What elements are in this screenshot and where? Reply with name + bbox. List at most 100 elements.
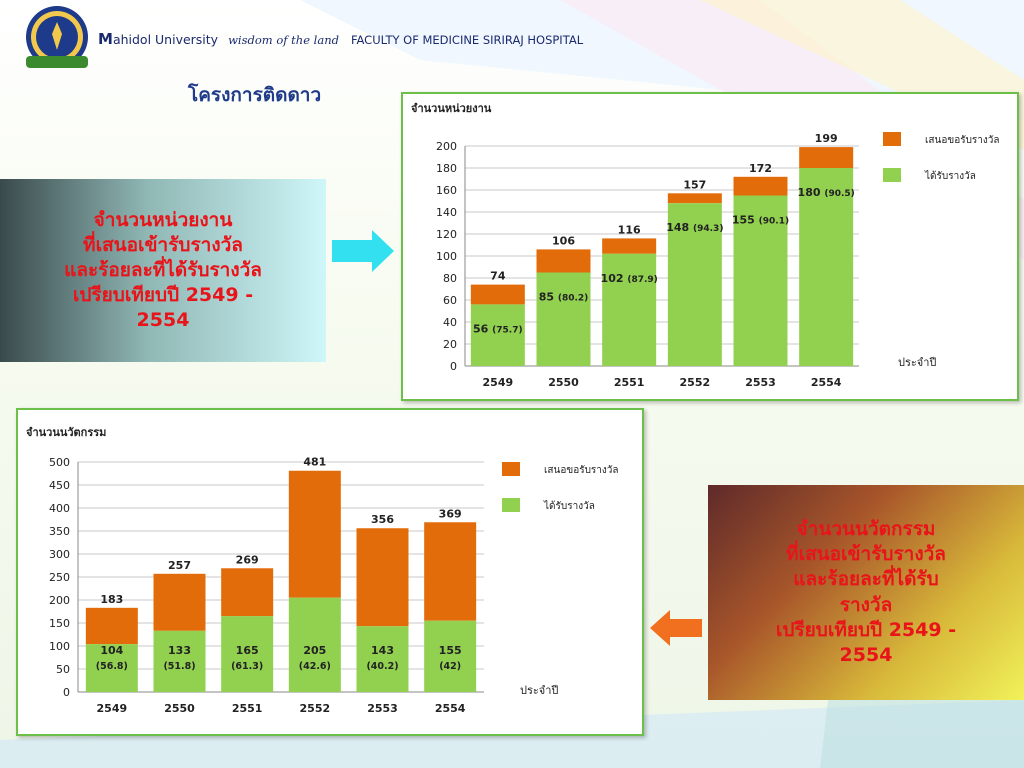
y-tick-label: 450 bbox=[49, 479, 70, 492]
bar-submitted bbox=[288, 470, 341, 598]
y-tick-label: 50 bbox=[56, 663, 70, 676]
callout-line: จำนวนหน่วยงาน bbox=[93, 208, 233, 231]
header: Mahidol University wisdom of the land FA… bbox=[20, 4, 583, 74]
x-tick-label: 2549 bbox=[483, 376, 514, 389]
x-tick-label: 2554 bbox=[811, 376, 842, 389]
bar-awarded bbox=[221, 616, 274, 692]
callout-line: ที่เสนอเข้ารับรางวัล bbox=[83, 233, 243, 256]
callout-line: และร้อยละที่ได้รับ bbox=[793, 568, 939, 591]
data-label-awarded: 155 (90.1) bbox=[732, 214, 789, 227]
callout-innovations: จำนวนนวัตกรรม ที่เสนอเข้ารับรางวัล และร้… bbox=[708, 485, 1024, 700]
legend-label-submitted: เสนอขอรับรางวัล bbox=[925, 135, 1000, 146]
data-label-awarded: 205 bbox=[303, 644, 326, 657]
x-axis-label: ประจำปี bbox=[898, 356, 936, 369]
callout-line: รางวัล bbox=[839, 593, 893, 616]
data-label-percent: (40.2) bbox=[366, 661, 398, 672]
arrow-right-icon bbox=[332, 230, 394, 272]
data-label-submitted: 172 bbox=[749, 162, 772, 175]
y-tick-label: 20 bbox=[443, 338, 457, 351]
data-label-awarded: 102 (87.9) bbox=[601, 272, 658, 285]
y-tick-label: 200 bbox=[436, 140, 457, 153]
bar-submitted bbox=[470, 284, 525, 305]
x-tick-label: 2549 bbox=[97, 702, 128, 715]
callout-line: และร้อยละที่ได้รับรางวัล bbox=[64, 258, 262, 281]
bar-submitted bbox=[799, 147, 854, 168]
data-label-awarded: 155 bbox=[439, 644, 462, 657]
x-tick-label: 2552 bbox=[300, 702, 331, 715]
university-initial: M bbox=[98, 30, 113, 48]
data-label-submitted: 106 bbox=[552, 234, 575, 247]
data-label-awarded: 148 (94.3) bbox=[666, 221, 723, 234]
data-label-awarded: 104 bbox=[100, 644, 123, 657]
bar-submitted bbox=[221, 568, 274, 617]
callout-line: 2554 bbox=[839, 643, 893, 666]
university-slogan: wisdom of the land bbox=[228, 33, 339, 47]
x-tick-label: 2550 bbox=[548, 376, 579, 389]
bar-awarded bbox=[356, 626, 409, 692]
faculty-name: FACULTY OF MEDICINE SIRIRAJ HOSPITAL bbox=[350, 33, 584, 47]
legend-swatch-submitted bbox=[883, 132, 901, 146]
arrow-left-icon bbox=[650, 610, 702, 646]
data-label-submitted: 183 bbox=[100, 593, 123, 606]
bar-awarded bbox=[470, 304, 525, 366]
data-label-submitted: 116 bbox=[618, 223, 641, 236]
data-label-awarded: 85 (80.2) bbox=[539, 291, 589, 304]
bar-awarded bbox=[424, 620, 477, 692]
data-label-submitted: 356 bbox=[371, 513, 394, 526]
data-label-awarded: 56 (75.7) bbox=[473, 322, 523, 335]
chart-innovations: จำนวนนวัตกรรม 0 50 100 150 200 250 300 350 400 450… bbox=[26, 426, 619, 715]
chart-units: จำนวนหน่วยงาน 0 20 40 60 80 100 120 140 160 180 200… bbox=[411, 102, 1000, 389]
chart-innovations-panel: จำนวนนวัตกรรม 0 50 100 150 200 250 300 350 400 450… bbox=[16, 408, 644, 736]
university-banner: Mahidol University wisdom of the land FA… bbox=[98, 30, 583, 48]
x-tick-label: 2553 bbox=[367, 702, 398, 715]
y-tick-label: 400 bbox=[49, 502, 70, 515]
y-tick-label: 160 bbox=[436, 184, 457, 197]
data-label-percent: (56.8) bbox=[96, 661, 128, 672]
x-axis-label: ประจำปี bbox=[520, 684, 558, 697]
y-tick-label: 150 bbox=[49, 617, 70, 630]
page-title: โครงการติดดาว bbox=[188, 84, 322, 106]
callout-line: ที่เสนอเข้ารับรางวัล bbox=[786, 543, 946, 566]
bar-submitted bbox=[667, 193, 722, 204]
callout-line: จำนวนนวัตกรรม bbox=[796, 518, 936, 541]
bar-awarded bbox=[85, 644, 138, 692]
data-label-submitted: 369 bbox=[439, 507, 462, 520]
bar-awarded bbox=[536, 272, 591, 366]
bar-submitted bbox=[536, 249, 591, 273]
data-label-awarded: 143 bbox=[371, 644, 394, 657]
y-tick-label: 140 bbox=[436, 206, 457, 219]
legend-label-submitted: เสนอขอรับรางวัล bbox=[544, 465, 619, 476]
data-label-percent: (51.8) bbox=[163, 661, 195, 672]
bar-awarded bbox=[602, 253, 657, 366]
legend-label-awarded: ได้รับรางวัล bbox=[543, 500, 595, 512]
bar-submitted bbox=[356, 528, 409, 627]
y-tick-label: 0 bbox=[450, 360, 457, 373]
legend-swatch-awarded bbox=[502, 498, 520, 512]
university-name: ahidol University bbox=[112, 32, 219, 47]
callout-line: เปรียบเทียบปี 2549 - bbox=[775, 618, 957, 641]
callout-line: เปรียบเทียบปี 2549 - bbox=[72, 284, 254, 307]
bar-submitted bbox=[602, 238, 657, 254]
y-tick-label: 250 bbox=[49, 571, 70, 584]
data-label-submitted: 257 bbox=[168, 559, 191, 572]
bar-awarded bbox=[288, 597, 341, 692]
x-tick-label: 2553 bbox=[745, 376, 776, 389]
data-label-submitted: 199 bbox=[815, 132, 838, 145]
bar-awarded bbox=[153, 630, 206, 692]
data-label-submitted: 269 bbox=[236, 553, 259, 566]
data-label-submitted: 481 bbox=[303, 456, 326, 469]
data-label-awarded: 165 bbox=[236, 644, 259, 657]
data-label-percent: (42) bbox=[439, 661, 461, 672]
data-label-awarded: 133 bbox=[168, 644, 191, 657]
legend-swatch-submitted bbox=[502, 462, 520, 476]
bar-awarded bbox=[667, 203, 722, 366]
data-label-percent: (61.3) bbox=[231, 661, 263, 672]
y-tick-label: 120 bbox=[436, 228, 457, 241]
y-tick-label: 180 bbox=[436, 162, 457, 175]
university-seal-logo bbox=[26, 6, 88, 68]
y-tick-label: 300 bbox=[49, 548, 70, 561]
legend-swatch-awarded bbox=[883, 168, 901, 182]
y-tick-label: 80 bbox=[443, 272, 457, 285]
legend-label-awarded: ได้รับรางวัล bbox=[924, 170, 976, 182]
y-tick-label: 200 bbox=[49, 594, 70, 607]
